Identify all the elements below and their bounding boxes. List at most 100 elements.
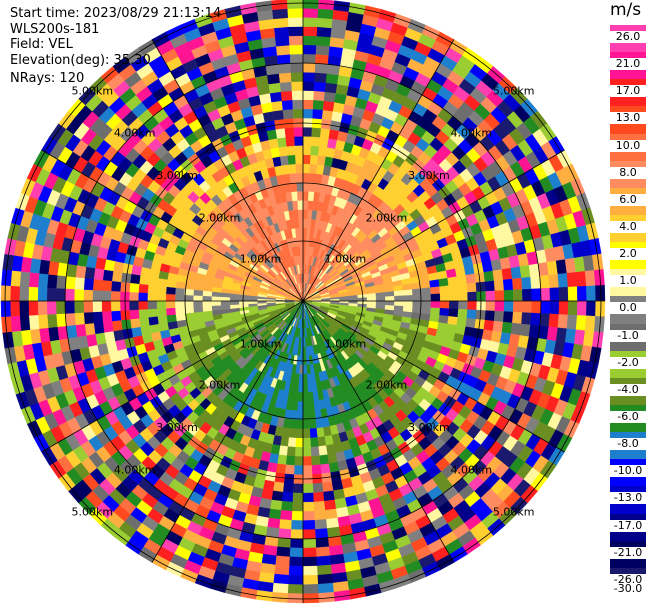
radar-gate	[302, 401, 309, 412]
radar-gate	[55, 300, 66, 315]
radar-gate	[314, 72, 328, 83]
radar-gate	[281, 491, 294, 503]
radar-gate	[483, 319, 495, 332]
colorbar-tick-label: 2.0	[610, 248, 646, 261]
radar-gate	[439, 307, 450, 317]
radar-gate	[315, 44, 331, 56]
colorbar-tick-label: -17.0	[610, 519, 646, 532]
radar-gate	[288, 556, 304, 567]
radar-gate	[595, 300, 606, 318]
radar-gate	[288, 565, 304, 576]
radar-gate	[308, 172, 317, 183]
radar-gate	[302, 565, 318, 576]
radar-gate	[92, 300, 103, 313]
radar-gate	[302, 172, 310, 183]
radar-gate	[302, 227, 308, 238]
radar-gate	[385, 300, 395, 307]
radar-gate	[271, 100, 284, 112]
radar-gate	[275, 35, 290, 47]
radar-gate	[302, 483, 314, 494]
radar-gate	[192, 300, 203, 307]
colorbar-tick-label: -1.0	[610, 329, 646, 342]
radar-gate	[156, 285, 167, 295]
radar-gate	[93, 267, 105, 281]
radar-gate	[165, 286, 176, 295]
radar-gate	[270, 147, 281, 159]
radar-gate	[448, 308, 459, 318]
radar-gate	[575, 271, 587, 287]
radar-gate	[402, 289, 413, 296]
radar-gate	[147, 284, 158, 294]
radar-gate	[586, 285, 597, 302]
radar-gate	[102, 269, 114, 282]
radar-gate	[28, 300, 39, 316]
colorbar-tick-label: 1.0	[610, 275, 646, 288]
radar-gate	[492, 320, 504, 333]
radar-gate	[65, 275, 76, 290]
radar-gate	[272, 481, 285, 493]
radar-gate	[192, 295, 203, 302]
radar-gate	[28, 314, 40, 330]
radar-gate	[447, 276, 458, 286]
radar-gate	[328, 461, 340, 473]
radar-gate	[494, 300, 505, 312]
radar-gate	[502, 311, 514, 324]
radar-gate	[485, 290, 496, 302]
start-time-label: Start time: 2023/08/29 21:13:14	[10, 6, 222, 21]
radar-gate	[548, 313, 560, 329]
radar-gate	[510, 322, 522, 336]
ring-label: 1.00km	[325, 253, 367, 266]
radar-gate	[28, 272, 40, 288]
elevation-label: Elevation(deg): 35.30	[10, 52, 151, 68]
radar-gate	[282, 482, 294, 494]
radar-gate	[294, 145, 304, 156]
radar-gate	[439, 285, 450, 295]
radar-gate	[302, 392, 309, 402]
radar-gate	[302, 26, 318, 37]
radar-gate	[291, 501, 304, 512]
radar-gate	[312, 482, 324, 494]
radar-gate	[289, 419, 298, 430]
radar-gate	[83, 289, 94, 302]
radar-gate	[311, 464, 322, 475]
ring-label: 2.00km	[366, 378, 408, 391]
radar-gate	[302, 145, 312, 156]
radar-gate	[309, 428, 318, 439]
radar-gate	[290, 71, 304, 82]
radar-gate	[102, 320, 114, 333]
radar-gate	[512, 289, 523, 302]
radar-gate	[64, 288, 75, 302]
radar-gate	[278, 72, 292, 83]
radar-gate	[229, 296, 240, 302]
radar-gate	[302, 574, 319, 585]
radar-gate	[202, 305, 213, 312]
radar-gate	[302, 547, 317, 558]
radar-gate	[295, 154, 304, 165]
radar-gate	[92, 289, 103, 302]
ring-label: 1.00km	[240, 337, 282, 350]
radar-gate	[314, 519, 328, 530]
radar-gate	[275, 44, 291, 56]
radar-gate	[273, 573, 289, 585]
radar-gate	[313, 90, 326, 102]
radar-gate	[306, 364, 311, 375]
radar-gate	[299, 236, 304, 247]
radar-gate	[321, 109, 334, 121]
radar-gate	[302, 538, 317, 549]
radar-gate	[302, 428, 311, 439]
radar-gate	[483, 270, 495, 283]
radar-gate	[316, 564, 332, 576]
radar-gate	[37, 286, 48, 302]
radar-gate	[288, 26, 304, 37]
radar-gate	[202, 300, 212, 307]
radar-gate	[271, 490, 284, 502]
radar-gate	[421, 287, 432, 296]
radar-gate	[430, 286, 441, 295]
radar-gate	[315, 537, 330, 549]
radar-gate	[512, 300, 523, 313]
radar-gate	[421, 306, 432, 315]
radar-gate	[584, 270, 596, 287]
radar-gate	[348, 297, 359, 302]
radar-gate	[576, 285, 587, 302]
radar-gate	[302, 0, 319, 9]
